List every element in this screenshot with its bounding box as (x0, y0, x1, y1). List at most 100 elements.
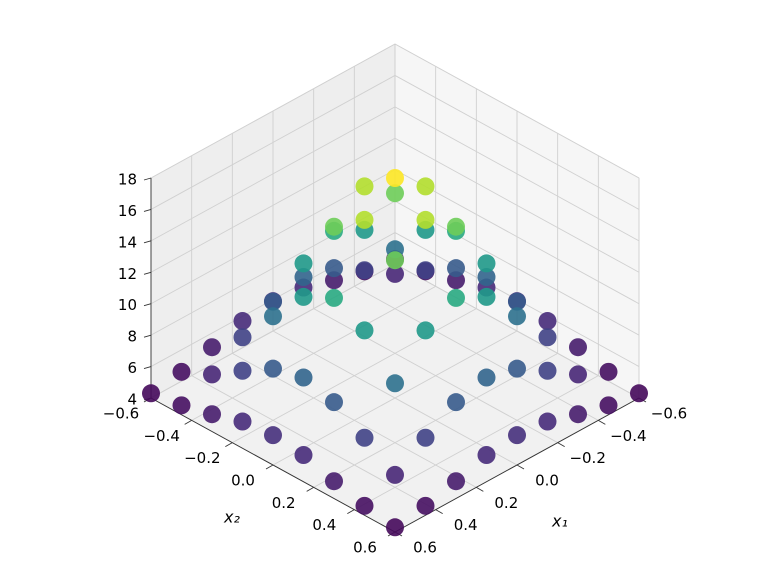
point (264, 359, 282, 378)
point (325, 217, 343, 236)
point (599, 362, 618, 381)
point (599, 396, 618, 415)
grid-line (232, 308, 477, 444)
grid-line (150, 200, 396, 336)
x1-tick (435, 509, 443, 515)
point (203, 365, 221, 384)
point (386, 374, 404, 393)
grid-line (354, 375, 599, 511)
point (508, 359, 526, 378)
grid-line (150, 43, 396, 179)
point (355, 177, 374, 196)
point (233, 412, 252, 431)
z-tick-label: 14 (118, 233, 137, 251)
x2-tick (225, 442, 233, 448)
point (416, 321, 435, 340)
point (203, 405, 221, 424)
x1-tick-label: 0.4 (454, 516, 478, 534)
z-tick-label: 12 (118, 265, 137, 283)
point (630, 384, 648, 403)
grid-line (394, 263, 640, 399)
grid-line (150, 75, 396, 210)
grid-line (394, 169, 640, 305)
point (538, 361, 557, 380)
point (569, 365, 587, 384)
x2-tick-label: 0.6 (353, 539, 377, 557)
x1-tick-label: −0.2 (569, 449, 605, 467)
x1-axis-label: x₁ (551, 512, 568, 531)
x2-tick (306, 486, 314, 492)
grid-line (150, 106, 396, 242)
point (233, 312, 252, 331)
point (294, 254, 313, 273)
x2-tick-label: 0.2 (272, 494, 296, 512)
point (294, 287, 313, 306)
point (386, 251, 404, 270)
z-tick (143, 177, 152, 181)
point (142, 384, 160, 403)
point (416, 428, 435, 447)
point (355, 321, 374, 340)
x1-tick-label: −0.4 (610, 427, 646, 445)
x1-tick (476, 486, 484, 492)
point (325, 288, 343, 307)
point (264, 292, 282, 311)
grid-line (394, 137, 640, 273)
point (416, 210, 435, 229)
z-tick (143, 334, 152, 338)
z-tick (143, 208, 152, 212)
point (538, 328, 557, 347)
point (172, 362, 191, 381)
z-tick-label: 4 (127, 391, 137, 409)
z-tick (143, 366, 152, 370)
point (569, 338, 587, 357)
point (264, 307, 282, 326)
point (508, 307, 526, 326)
x2-tick-label: −0.2 (184, 449, 220, 467)
point (355, 496, 374, 515)
point (325, 393, 343, 412)
point (386, 169, 404, 187)
point (294, 368, 313, 387)
x1-tick-label: 0.6 (413, 539, 437, 557)
point (416, 261, 435, 280)
point (386, 465, 404, 484)
x1-tick (516, 464, 525, 470)
grid-line (394, 75, 640, 210)
point (477, 287, 496, 306)
z-tick-label: 8 (127, 328, 137, 346)
point (477, 268, 496, 287)
axes: −0.6−0.4−0.20.00.20.40.6−0.6−0.4−0.20.00… (103, 171, 687, 557)
grid-line (150, 263, 396, 399)
point (569, 405, 587, 424)
point (355, 261, 374, 280)
point (233, 361, 252, 380)
z-tick-label: 18 (118, 171, 137, 189)
grid-line (394, 200, 640, 336)
point (264, 426, 282, 445)
z-tick-label: 16 (118, 202, 137, 220)
z-tick (143, 271, 152, 275)
point (416, 177, 435, 196)
point (508, 426, 526, 445)
x1-tick (598, 419, 606, 425)
point (386, 184, 404, 203)
point (325, 259, 343, 278)
point (355, 428, 374, 447)
point (203, 338, 221, 357)
point (447, 288, 465, 307)
point (538, 412, 557, 431)
point (477, 254, 496, 273)
point (508, 292, 526, 311)
point (416, 496, 435, 515)
x2-tick (184, 419, 192, 425)
grid-line (394, 106, 640, 242)
point (355, 210, 374, 229)
point (233, 328, 252, 347)
point (325, 472, 343, 491)
point (447, 259, 465, 278)
x2-tick-label: 0.0 (231, 472, 255, 490)
grid-line (272, 330, 518, 466)
grid-line (150, 137, 396, 273)
